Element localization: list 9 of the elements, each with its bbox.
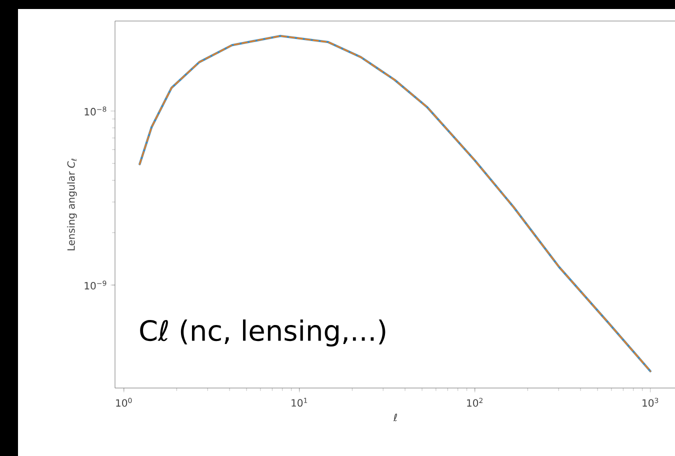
x-tick-label: 10$^{3}$ [642, 398, 658, 407]
x-tick-label: 10$^{2}$ [467, 398, 483, 407]
y-axis-title: Lensing angular C$_{ℓ}$ [67, 158, 77, 250]
x-tick-label: 10$^{1}$ [292, 398, 308, 407]
x-axis-title: ℓ [393, 414, 397, 422]
y-tick-label: 10$^{−8}$ [84, 106, 106, 116]
x-tick-label: 10$^{0}$ [116, 398, 132, 407]
annotation: Cℓ (nc, lensing,...) [140, 319, 386, 347]
y-tick-label: 10$^{−9}$ [84, 280, 106, 290]
